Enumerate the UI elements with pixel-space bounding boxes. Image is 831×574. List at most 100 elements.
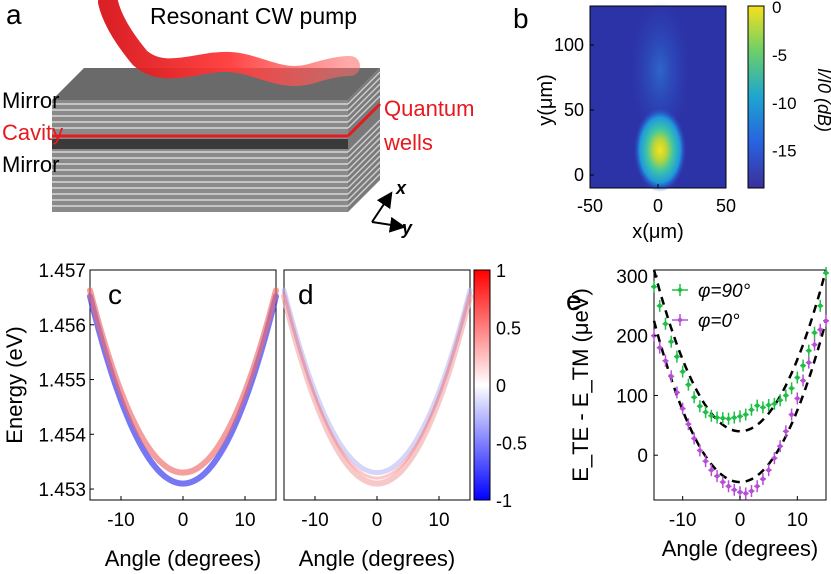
- mirror-layer-side-line: [347, 143, 381, 177]
- ytick-label: 1.457: [38, 261, 86, 282]
- mirror-layer-side-line: [347, 149, 381, 183]
- colorbar-b-label: I/I0 (dB): [814, 68, 831, 132]
- data-point-green: [737, 414, 743, 419]
- legend-label: φ=0°: [698, 311, 740, 332]
- data-point-green: [749, 407, 754, 412]
- data-point-purple: [691, 436, 697, 441]
- cavity-label: Cavity: [2, 120, 63, 145]
- data-point-green: [812, 330, 817, 335]
- data-point-green: [663, 321, 668, 326]
- pump-label: Resonant CW pump: [150, 3, 357, 29]
- data-point-purple: [800, 378, 806, 383]
- ytick-label: 300: [616, 267, 648, 288]
- ytick-label: 0: [637, 446, 648, 467]
- data-point-purple: [732, 487, 737, 493]
- heatmap-xlabel: x(μm): [632, 221, 684, 243]
- quantum-wells-label-1: Quantum: [384, 96, 475, 121]
- mirror-layer-side-line: [347, 119, 381, 153]
- panel-d-letter: d: [298, 279, 314, 310]
- heatmap-axes: -50 0 50 0 50 100: [554, 35, 736, 216]
- data-point-green: [755, 403, 760, 408]
- xtick-label: 10: [428, 510, 449, 531]
- data-point-purple: [703, 458, 708, 464]
- xtick-label: -10: [107, 510, 134, 531]
- heatmap-ytick-label: 50: [564, 100, 584, 120]
- mirror-layer-side-line: [347, 167, 381, 201]
- data-point-green: [686, 382, 691, 387]
- colorbar-d-tick-label: 0.5: [496, 319, 521, 339]
- data-point-green: [691, 395, 697, 400]
- data-point-green: [732, 415, 737, 420]
- data-point-purple: [760, 476, 766, 482]
- data-point-purple: [818, 327, 823, 332]
- data-point-purple: [714, 473, 720, 479]
- colorbar-b-tick-label: -10: [772, 94, 797, 113]
- data-point-green: [818, 303, 823, 309]
- data-point-green: [772, 401, 777, 407]
- plot-e-frame: [653, 269, 827, 501]
- data-point-green: [669, 339, 674, 344]
- panel-b: b -50 0 50 0 50 100 x(μm) y(μm) 0 -5 -10 -15 I/I…: [513, 0, 831, 243]
- mirror-layer-side-line: [347, 161, 381, 195]
- xtick-label: 0: [372, 510, 383, 531]
- heatmap-ytick-label: 100: [554, 35, 584, 55]
- colorbar-b-ticks: 0 -5 -10 -15: [772, 0, 797, 161]
- data-point-green: [800, 363, 806, 368]
- panel-d: d -10 0 10 Angle (degrees) 1 0.5 0 -0.5 -1: [281, 261, 527, 571]
- data-point-green: [674, 354, 680, 359]
- plot-c-xlabel: Angle (degrees): [105, 546, 262, 571]
- data-point-purple: [812, 342, 817, 347]
- ytick-label: 1.456: [38, 316, 86, 337]
- quantum-wells-label-2: wells: [383, 130, 433, 155]
- curve-d-edge: [282, 291, 472, 480]
- xtick-label: 10: [787, 510, 808, 531]
- mirror-layer-side-line: [347, 71, 381, 105]
- mirror-layer-side-line: [347, 131, 381, 165]
- plot-d-xlabel: Angle (degrees): [299, 546, 456, 571]
- panel-c: c -10 0 10 1.457 1.456 1.455 1.454 1.453 Angle …: [2, 261, 279, 571]
- data-point-purple: [709, 467, 714, 473]
- cavity-line-side: [346, 102, 382, 138]
- data-point-purple: [680, 406, 685, 411]
- plot-e-legend: φ=90° φ=0°: [672, 281, 751, 332]
- fit-dashed-line: [652, 320, 828, 484]
- panel-c-letter: c: [108, 279, 122, 310]
- fit-dashed-line: [652, 269, 828, 433]
- mirror-layer-side-line: [347, 77, 381, 111]
- panel-e-letter: e: [566, 285, 582, 316]
- ytick-label: 1.453: [38, 480, 86, 501]
- data-point-green: [726, 416, 731, 421]
- plot-e-axes: -10 0 10 300 200 100 0: [616, 267, 808, 531]
- data-point-purple: [766, 467, 771, 473]
- data-point-green: [777, 398, 783, 403]
- data-point-green: [783, 393, 789, 398]
- data-point-purple: [772, 455, 777, 461]
- data-point-green: [720, 415, 725, 421]
- data-point-purple: [669, 374, 674, 379]
- heatmap-xtick-label: 0: [653, 196, 663, 216]
- panel-a: a Resonant CW pump Mirror Cavity Mirror …: [2, 0, 475, 238]
- mirror-top-label: Mirror: [2, 88, 59, 113]
- data-point-green: [789, 386, 794, 391]
- x-axis-arrow: [371, 191, 393, 223]
- plot-c-axes: -10 0 10 1.457 1.456 1.455 1.454 1.453: [38, 261, 255, 531]
- data-point-green: [714, 415, 720, 420]
- mirror-layer-side-line: [347, 95, 381, 129]
- colorbar-d-tick-label: 1: [496, 261, 506, 281]
- data-point-purple: [697, 448, 703, 453]
- data-point-green: [806, 348, 811, 353]
- data-point-green: [760, 405, 766, 410]
- heatmap: [589, 0, 727, 192]
- cavity-band: [52, 139, 348, 149]
- data-point-green: [703, 409, 708, 415]
- colorbar-d-tick-label: 0: [496, 376, 506, 396]
- colorbar-b-tick-label: 0: [772, 0, 781, 17]
- xtick-label: 10: [234, 510, 255, 531]
- heatmap-plume: [630, 0, 690, 140]
- xtick-label: -10: [669, 510, 696, 531]
- plot-d-curves: [281, 287, 473, 487]
- data-point-purple: [795, 396, 800, 401]
- data-point-purple: [749, 488, 754, 494]
- data-point-green: [766, 402, 771, 408]
